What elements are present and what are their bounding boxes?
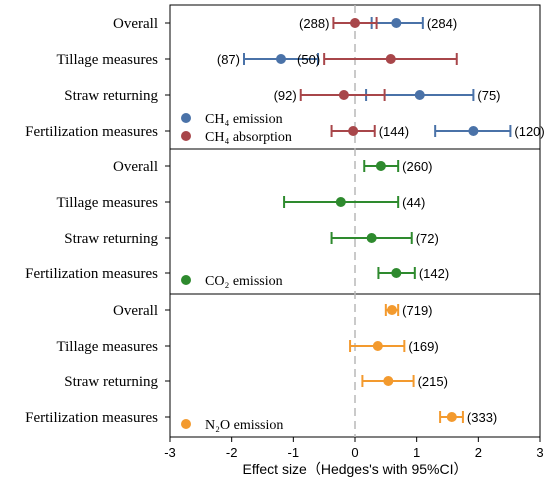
effect-point <box>385 54 396 64</box>
category-label: Tillage measures <box>56 339 158 355</box>
effect-point <box>338 90 349 100</box>
x-tick-label: 1 <box>413 445 420 460</box>
category-label: Tillage measures <box>56 195 158 211</box>
effect-point <box>468 126 479 136</box>
x-tick-label: -3 <box>164 445 176 460</box>
effect-point <box>335 197 346 207</box>
sample-size-label: (120) <box>514 124 544 139</box>
effect-point <box>391 18 402 28</box>
x-axis-title: Effect size（Hedges's with 95%CI） <box>243 461 468 477</box>
sample-size-label: (215) <box>418 374 448 389</box>
sample-size-label: (50) <box>297 52 320 67</box>
sample-size-label: (72) <box>416 231 439 246</box>
sample-size-label: (92) <box>274 88 297 103</box>
sample-size-label: (288) <box>299 16 329 31</box>
sample-size-label: (169) <box>408 339 438 354</box>
sample-size-label: (260) <box>402 159 432 174</box>
legend-marker <box>181 275 191 285</box>
legend-label: N₂O emission <box>205 418 283 433</box>
legend-label: CO₂ emission <box>205 274 283 289</box>
legend-marker <box>181 131 191 141</box>
legend-label: CH₄ absorption <box>205 130 292 145</box>
effect-point <box>276 54 286 64</box>
sample-size-label: (284) <box>427 16 457 31</box>
effect-point <box>372 341 383 351</box>
effect-point <box>348 126 359 136</box>
effect-point <box>366 233 377 243</box>
effect-point <box>387 305 397 315</box>
category-label: Tillage measures <box>56 52 158 68</box>
x-tick-label: 2 <box>475 445 482 460</box>
effect-point <box>350 18 360 28</box>
category-label: Overall <box>113 159 158 175</box>
legend-label: CH₄ emission <box>205 112 283 127</box>
effect-point <box>391 268 402 278</box>
x-tick-label: 0 <box>351 445 358 460</box>
category-label: Fertilization measures <box>25 266 158 282</box>
x-tick-label: 3 <box>536 445 543 460</box>
category-label: Fertilization measures <box>25 410 158 426</box>
x-tick-label: -2 <box>226 445 238 460</box>
sample-size-label: (719) <box>402 303 432 318</box>
sample-size-label: (87) <box>217 52 240 67</box>
sample-size-label: (142) <box>419 266 449 281</box>
sample-size-label: (144) <box>379 124 409 139</box>
legend-marker <box>181 419 191 429</box>
sample-size-label: (75) <box>477 88 500 103</box>
category-label: Overall <box>113 303 158 319</box>
effect-point <box>414 90 425 100</box>
category-label: Straw returning <box>64 231 158 247</box>
effect-point <box>375 161 386 171</box>
plot-panels: Overall Tillage measures Straw returning Fe… <box>25 4 545 438</box>
legend-marker <box>181 113 191 123</box>
effect-point <box>446 412 457 422</box>
x-tick-label: -1 <box>288 445 300 460</box>
effect-point <box>383 376 394 386</box>
sample-size-label: (333) <box>467 410 497 425</box>
category-label: Overall <box>113 16 158 32</box>
x-axis: -3 -2 -1 0 1 2 3 <box>164 437 544 460</box>
sample-size-label: (44) <box>402 195 425 210</box>
category-label: Fertilization measures <box>25 124 158 140</box>
category-label: Straw returning <box>64 374 158 390</box>
category-label: Straw returning <box>64 88 158 104</box>
